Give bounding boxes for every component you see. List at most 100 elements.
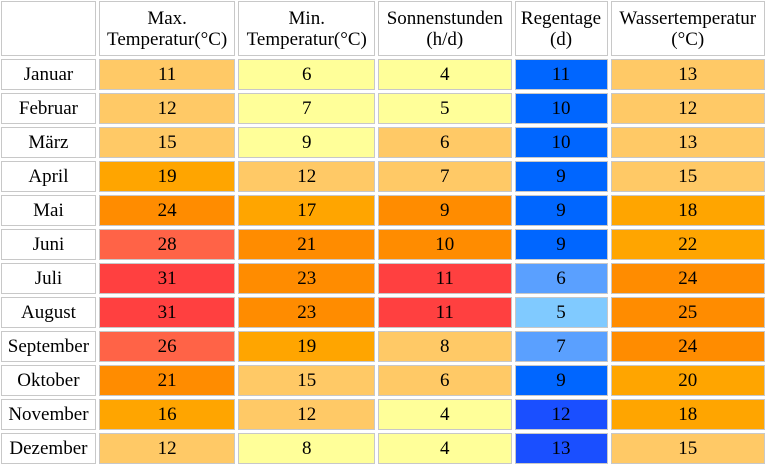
min-temp-cell: 23: [238, 297, 376, 328]
header-sun-hours: Sonnenstunden (h/d): [378, 1, 512, 56]
max-temp-cell: 31: [98, 263, 236, 294]
sun-hours-cell: 6: [378, 365, 512, 396]
header-min-temp: Min. Temperatur(°C): [238, 1, 376, 56]
table-row: April 19 12 7 9 15: [1, 161, 765, 192]
header-sun-hours-line2: (h/d): [426, 28, 464, 50]
min-temp-cell: 19: [238, 331, 376, 362]
rain-days-cell: 9: [514, 229, 608, 260]
min-temp-cell: 7: [238, 93, 376, 124]
rain-days-cell: 10: [514, 127, 608, 158]
water-temp-cell: 15: [610, 161, 765, 192]
table-row: Juni 28 21 10 9 22: [1, 229, 765, 260]
water-temp-cell: 18: [610, 195, 765, 226]
header-max-temp-line1: Max.: [147, 7, 187, 29]
header-min-temp-line2: Temperatur(°C): [246, 28, 367, 50]
water-temp-cell: 18: [610, 399, 765, 430]
month-label: November: [1, 399, 96, 430]
header-water-temp: Wassertemperatur (°C): [610, 1, 765, 56]
header-row: Max. Temperatur(°C) Min. Temperatur(°C) …: [1, 1, 765, 56]
max-temp-cell: 28: [98, 229, 236, 260]
month-label: Januar: [1, 59, 96, 90]
sun-hours-cell: 5: [378, 93, 512, 124]
max-temp-cell: 12: [98, 433, 236, 464]
water-temp-cell: 13: [610, 59, 765, 90]
min-temp-cell: 8: [238, 433, 376, 464]
table-row: Februar 12 7 5 10 12: [1, 93, 765, 124]
max-temp-cell: 21: [98, 365, 236, 396]
min-temp-cell: 17: [238, 195, 376, 226]
min-temp-cell: 12: [238, 161, 376, 192]
rain-days-cell: 10: [514, 93, 608, 124]
water-temp-cell: 24: [610, 331, 765, 362]
month-label: Februar: [1, 93, 96, 124]
month-label: Juli: [1, 263, 96, 294]
min-temp-cell: 21: [238, 229, 376, 260]
table-row: August 31 23 11 5 25: [1, 297, 765, 328]
min-temp-cell: 23: [238, 263, 376, 294]
table-row: Oktober 21 15 6 9 20: [1, 365, 765, 396]
sun-hours-cell: 11: [378, 297, 512, 328]
sun-hours-cell: 9: [378, 195, 512, 226]
sun-hours-cell: 7: [378, 161, 512, 192]
table-row: Mai 24 17 9 9 18: [1, 195, 765, 226]
month-label: August: [1, 297, 96, 328]
max-temp-cell: 24: [98, 195, 236, 226]
header-max-temp: Max. Temperatur(°C): [98, 1, 236, 56]
max-temp-cell: 16: [98, 399, 236, 430]
rain-days-cell: 9: [514, 195, 608, 226]
month-label: März: [1, 127, 96, 158]
header-max-temp-line2: Temperatur(°C): [107, 28, 228, 50]
water-temp-cell: 25: [610, 297, 765, 328]
header-water-temp-line2: (°C): [671, 28, 705, 50]
header-rain-days-line2: (d): [549, 28, 573, 50]
month-label: Dezember: [1, 433, 96, 464]
sun-hours-cell: 11: [378, 263, 512, 294]
rain-days-cell: 7: [514, 331, 608, 362]
max-temp-cell: 19: [98, 161, 236, 192]
rain-days-cell: 13: [514, 433, 608, 464]
rain-days-cell: 11: [514, 59, 608, 90]
climate-body: Januar 11 6 4 11 13 Februar 12 7 5 10 12 März 15 9 6 10 1…: [1, 59, 765, 464]
min-temp-cell: 12: [238, 399, 376, 430]
header-sun-hours-line1: Sonnenstunden: [386, 7, 503, 29]
water-temp-cell: 22: [610, 229, 765, 260]
min-temp-cell: 9: [238, 127, 376, 158]
table-row: November 16 12 4 12 18: [1, 399, 765, 430]
sun-hours-cell: 8: [378, 331, 512, 362]
table-row: Januar 11 6 4 11 13: [1, 59, 765, 90]
table-row: März 15 9 6 10 13: [1, 127, 765, 158]
corner-cell: [1, 1, 96, 56]
max-temp-cell: 26: [98, 331, 236, 362]
table-row: Juli 31 23 11 6 24: [1, 263, 765, 294]
table-row: September 26 19 8 7 24: [1, 331, 765, 362]
water-temp-cell: 24: [610, 263, 765, 294]
month-label: Oktober: [1, 365, 96, 396]
water-temp-cell: 20: [610, 365, 765, 396]
month-label: Juni: [1, 229, 96, 260]
sun-hours-cell: 4: [378, 433, 512, 464]
sun-hours-cell: 4: [378, 399, 512, 430]
rain-days-cell: 5: [514, 297, 608, 328]
header-rain-days-line1: Regentage: [520, 7, 602, 29]
water-temp-cell: 15: [610, 433, 765, 464]
max-temp-cell: 15: [98, 127, 236, 158]
max-temp-cell: 31: [98, 297, 236, 328]
sun-hours-cell: 6: [378, 127, 512, 158]
table-row: Dezember 12 8 4 13 15: [1, 433, 765, 464]
min-temp-cell: 15: [238, 365, 376, 396]
header-water-temp-line1: Wassertemperatur: [619, 7, 757, 29]
header-min-temp-line1: Min.: [288, 7, 325, 29]
month-label: Mai: [1, 195, 96, 226]
max-temp-cell: 11: [98, 59, 236, 90]
sun-hours-cell: 4: [378, 59, 512, 90]
water-temp-cell: 12: [610, 93, 765, 124]
month-label: September: [1, 331, 96, 362]
rain-days-cell: 12: [514, 399, 608, 430]
rain-days-cell: 6: [514, 263, 608, 294]
water-temp-cell: 13: [610, 127, 765, 158]
month-label: April: [1, 161, 96, 192]
max-temp-cell: 12: [98, 93, 236, 124]
rain-days-cell: 9: [514, 161, 608, 192]
min-temp-cell: 6: [238, 59, 376, 90]
